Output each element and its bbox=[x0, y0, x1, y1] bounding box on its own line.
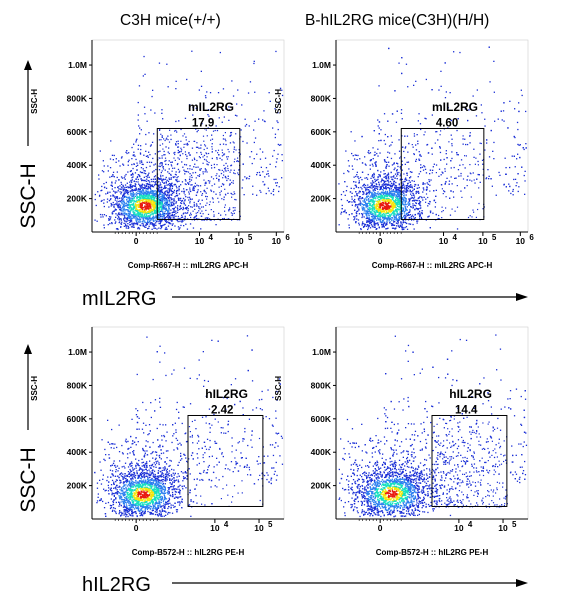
gate-percent: 17.9 bbox=[192, 117, 214, 129]
y-tick-label: 600K bbox=[67, 127, 88, 137]
x-tick-exponent: 6 bbox=[529, 233, 534, 242]
x-tick-exponent: 5 bbox=[492, 233, 497, 242]
scatter-panel-4: 200K 400K 600K 800K 1.0M SSC-H 0 10 4 10 5 Comp-B57… bbox=[274, 326, 529, 557]
density-dots bbox=[94, 335, 284, 518]
x-tick-exponent: 5 bbox=[268, 520, 273, 529]
x-tick-label: 10 bbox=[454, 523, 464, 533]
x-axis-title: Comp-R667-H :: mIL2RG APC-H bbox=[128, 261, 249, 270]
plot-frame bbox=[91, 39, 285, 233]
x-outer-arrow-head bbox=[516, 579, 528, 587]
y-outer-label: SSC-H bbox=[17, 447, 40, 512]
y-tick-label: 800K bbox=[67, 93, 88, 103]
gate-label: hIL2RG bbox=[205, 387, 248, 401]
gate-rectangle bbox=[187, 414, 264, 507]
x-tick-label: 10 bbox=[254, 523, 264, 533]
gate-percent: 2.42 bbox=[211, 404, 233, 416]
y-axis-title: SSC-H bbox=[274, 376, 283, 401]
y-tick-label: 400K bbox=[311, 447, 332, 457]
y-tick-label: 600K bbox=[311, 127, 332, 137]
y-tick-label: 600K bbox=[311, 414, 332, 424]
x-tick-label: 0 bbox=[134, 236, 139, 246]
y-tick-label: 400K bbox=[311, 160, 332, 170]
y-tick-label: 800K bbox=[67, 380, 88, 390]
x-tick-exponent: 5 bbox=[248, 233, 253, 242]
x-tick-label: 10 bbox=[195, 236, 205, 246]
x-tick-label: 10 bbox=[516, 236, 526, 246]
plot-frame bbox=[335, 39, 529, 233]
gate-rectangle bbox=[156, 127, 241, 220]
x-axis-title: Comp-B572-H :: hIL2RG PE-H bbox=[376, 548, 489, 557]
y-tick-label: 200K bbox=[311, 481, 332, 491]
y-tick-label: 1.0M bbox=[312, 347, 331, 357]
y-tick-label: 1.0M bbox=[312, 60, 331, 70]
x-tick-exponent: 4 bbox=[224, 520, 229, 529]
gate-rectangle bbox=[431, 414, 508, 507]
gate-label: hIL2RG bbox=[449, 387, 492, 401]
x-tick-exponent: 6 bbox=[285, 233, 290, 242]
gate-percent: 4.60 bbox=[436, 117, 458, 129]
density-dots bbox=[94, 50, 284, 231]
x-tick-label: 10 bbox=[234, 236, 244, 246]
x-tick-label: 10 bbox=[210, 523, 220, 533]
x-tick-label: 0 bbox=[134, 523, 139, 533]
x-tick-label: 10 bbox=[272, 236, 282, 246]
x-tick-exponent: 4 bbox=[468, 520, 473, 529]
column-title-right: B-hIL2RG mice(C3H)(H/H) bbox=[305, 12, 490, 29]
y-tick-label: 400K bbox=[67, 447, 88, 457]
y-outer-arrow-head bbox=[24, 344, 32, 354]
x-tick-label: 10 bbox=[478, 236, 488, 246]
y-outer-label: SSC-H bbox=[17, 163, 40, 228]
column-title-left: C3H mice(+/+) bbox=[120, 12, 221, 29]
y-tick-label: 600K bbox=[67, 414, 88, 424]
x-outer-arrow-head bbox=[516, 293, 528, 301]
y-axis-title: SSC-H bbox=[30, 89, 39, 114]
y-tick-label: 1.0M bbox=[68, 347, 87, 357]
x-axis-title: Comp-B572-H :: hIL2RG PE-H bbox=[132, 548, 245, 557]
x-tick-exponent: 4 bbox=[209, 233, 214, 242]
gate-rectangle bbox=[400, 127, 485, 220]
gate-percent: 14.4 bbox=[455, 404, 478, 416]
y-tick-label: 200K bbox=[67, 481, 88, 491]
density-dots bbox=[338, 334, 528, 518]
y-tick-label: 800K bbox=[311, 380, 332, 390]
x-tick-label: 10 bbox=[498, 523, 508, 533]
x-tick-label: 0 bbox=[378, 523, 383, 533]
scatter-panel-3: 200K 400K 600K 800K 1.0M SSC-H 0 10 4 10 5 Comp-B57… bbox=[30, 326, 285, 557]
y-tick-label: 200K bbox=[311, 194, 332, 204]
x-outer-label: hIL2RG bbox=[82, 574, 151, 596]
density-dots bbox=[338, 46, 527, 231]
y-tick-label: 400K bbox=[67, 160, 88, 170]
x-axis-title: Comp-R667-H :: mIL2RG APC-H bbox=[372, 261, 493, 270]
gate-label: mIL2RG bbox=[432, 100, 478, 114]
x-tick-exponent: 4 bbox=[453, 233, 458, 242]
y-axis-title: SSC-H bbox=[274, 89, 283, 114]
y-tick-label: 800K bbox=[311, 93, 332, 103]
y-tick-label: 1.0M bbox=[68, 60, 87, 70]
y-tick-label: 200K bbox=[67, 194, 88, 204]
x-tick-exponent: 5 bbox=[512, 520, 517, 529]
x-tick-label: 10 bbox=[439, 236, 449, 246]
y-outer-arrow-head bbox=[24, 60, 32, 70]
x-tick-label: 0 bbox=[378, 236, 383, 246]
y-axis-title: SSC-H bbox=[30, 376, 39, 401]
x-outer-label: mIL2RG bbox=[82, 288, 156, 310]
gate-label: mIL2RG bbox=[188, 100, 234, 114]
